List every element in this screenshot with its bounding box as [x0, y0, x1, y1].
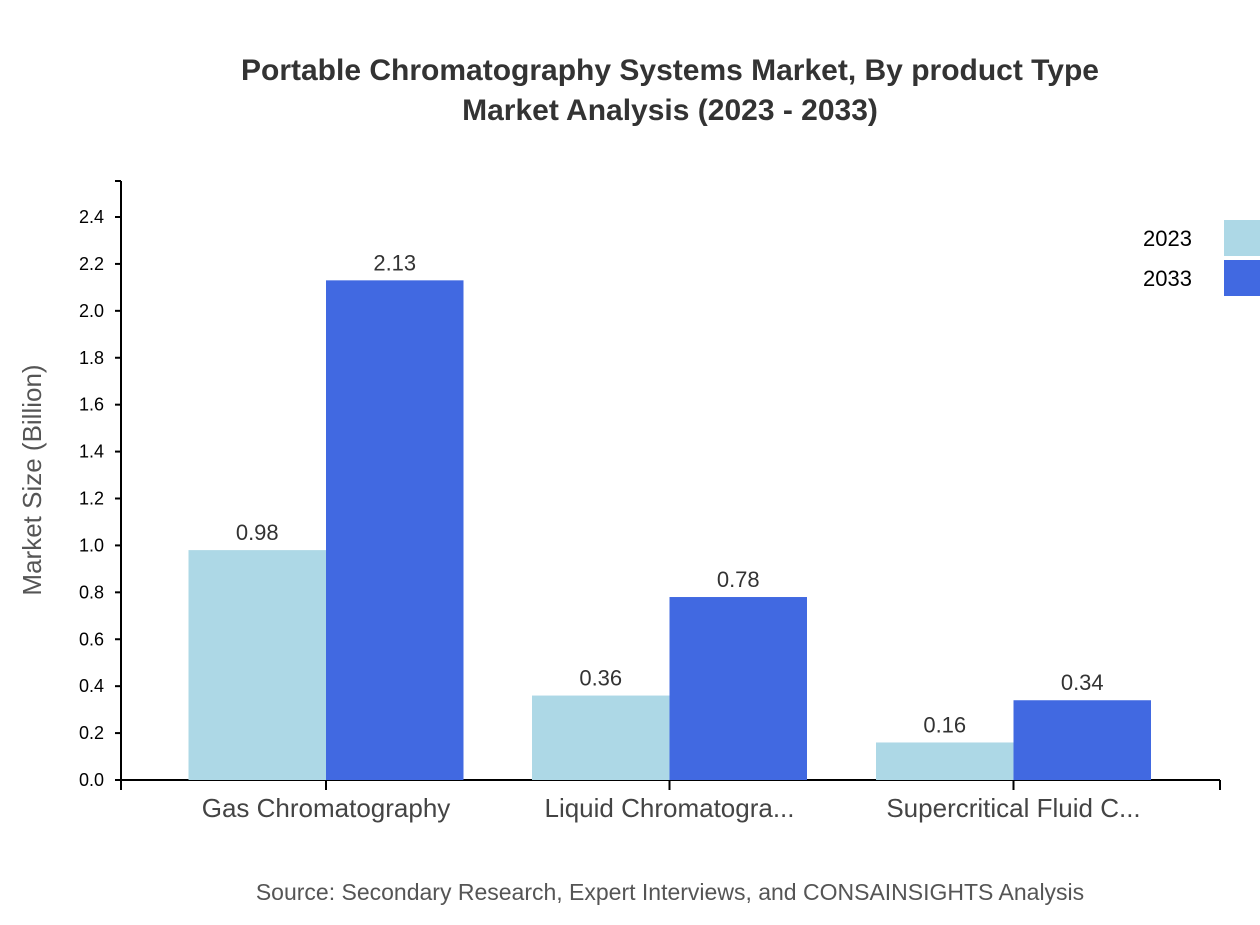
data-label: 0.36 — [579, 666, 622, 691]
y-tick-label: 1.8 — [79, 348, 104, 368]
y-tick-label: 0.6 — [79, 629, 104, 649]
y-tick-label: 0.4 — [79, 676, 104, 696]
bar-2033 — [669, 597, 807, 780]
x-tick-label: Supercritical Fluid C... — [886, 793, 1140, 823]
bar-2023 — [532, 695, 670, 780]
y-tick-label: 0.8 — [79, 582, 104, 602]
bar-2023 — [876, 742, 1014, 780]
y-tick-label: 1.4 — [79, 442, 104, 462]
legend-label: 2023 — [1143, 226, 1192, 251]
y-tick-label: 2.2 — [79, 254, 104, 274]
y-tick-label: 0.0 — [79, 770, 104, 790]
legend: 2023 2033 — [1143, 220, 1260, 296]
x-axis: Gas Chromatography Liquid Chromatogra... S… — [120, 779, 1221, 823]
data-label: 2.13 — [373, 250, 416, 275]
chart-title: Portable Chromatography Systems Market, … — [241, 54, 1099, 87]
y-tick-label: 1.0 — [79, 535, 104, 555]
y-tick-label: 2.4 — [79, 207, 104, 227]
y-axis: 0.0 0.2 0.4 0.6 0.8 1.0 1.2 1.4 1.6 1.8 2.0 2.2 2.4 — [79, 180, 122, 790]
data-label: 0.16 — [923, 712, 966, 737]
legend-label: 2033 — [1143, 266, 1192, 291]
bar-2033 — [1013, 700, 1151, 780]
data-label: 0.78 — [717, 567, 760, 592]
bars: 0.98 2.13 0.36 0.78 0.16 0.34 — [188, 250, 1151, 780]
x-tick-label: Liquid Chromatogra... — [544, 793, 794, 823]
bar-2033 — [326, 280, 464, 780]
legend-swatch — [1224, 260, 1260, 296]
source-note: Source: Secondary Research, Expert Inter… — [256, 879, 1084, 905]
x-tick-label: Gas Chromatography — [202, 793, 451, 823]
data-label: 0.98 — [236, 520, 279, 545]
y-tick-label: 2.0 — [79, 301, 104, 321]
y-axis-label: Market Size (Billion) — [17, 364, 47, 595]
bar-2023 — [188, 550, 326, 780]
chart-subtitle: Market Analysis (2023 - 2033) — [462, 94, 878, 127]
data-label: 0.34 — [1061, 670, 1104, 695]
legend-swatch — [1224, 220, 1260, 256]
y-tick-label: 1.6 — [79, 395, 104, 415]
y-tick-label: 0.2 — [79, 723, 104, 743]
y-tick-label: 1.2 — [79, 489, 104, 509]
